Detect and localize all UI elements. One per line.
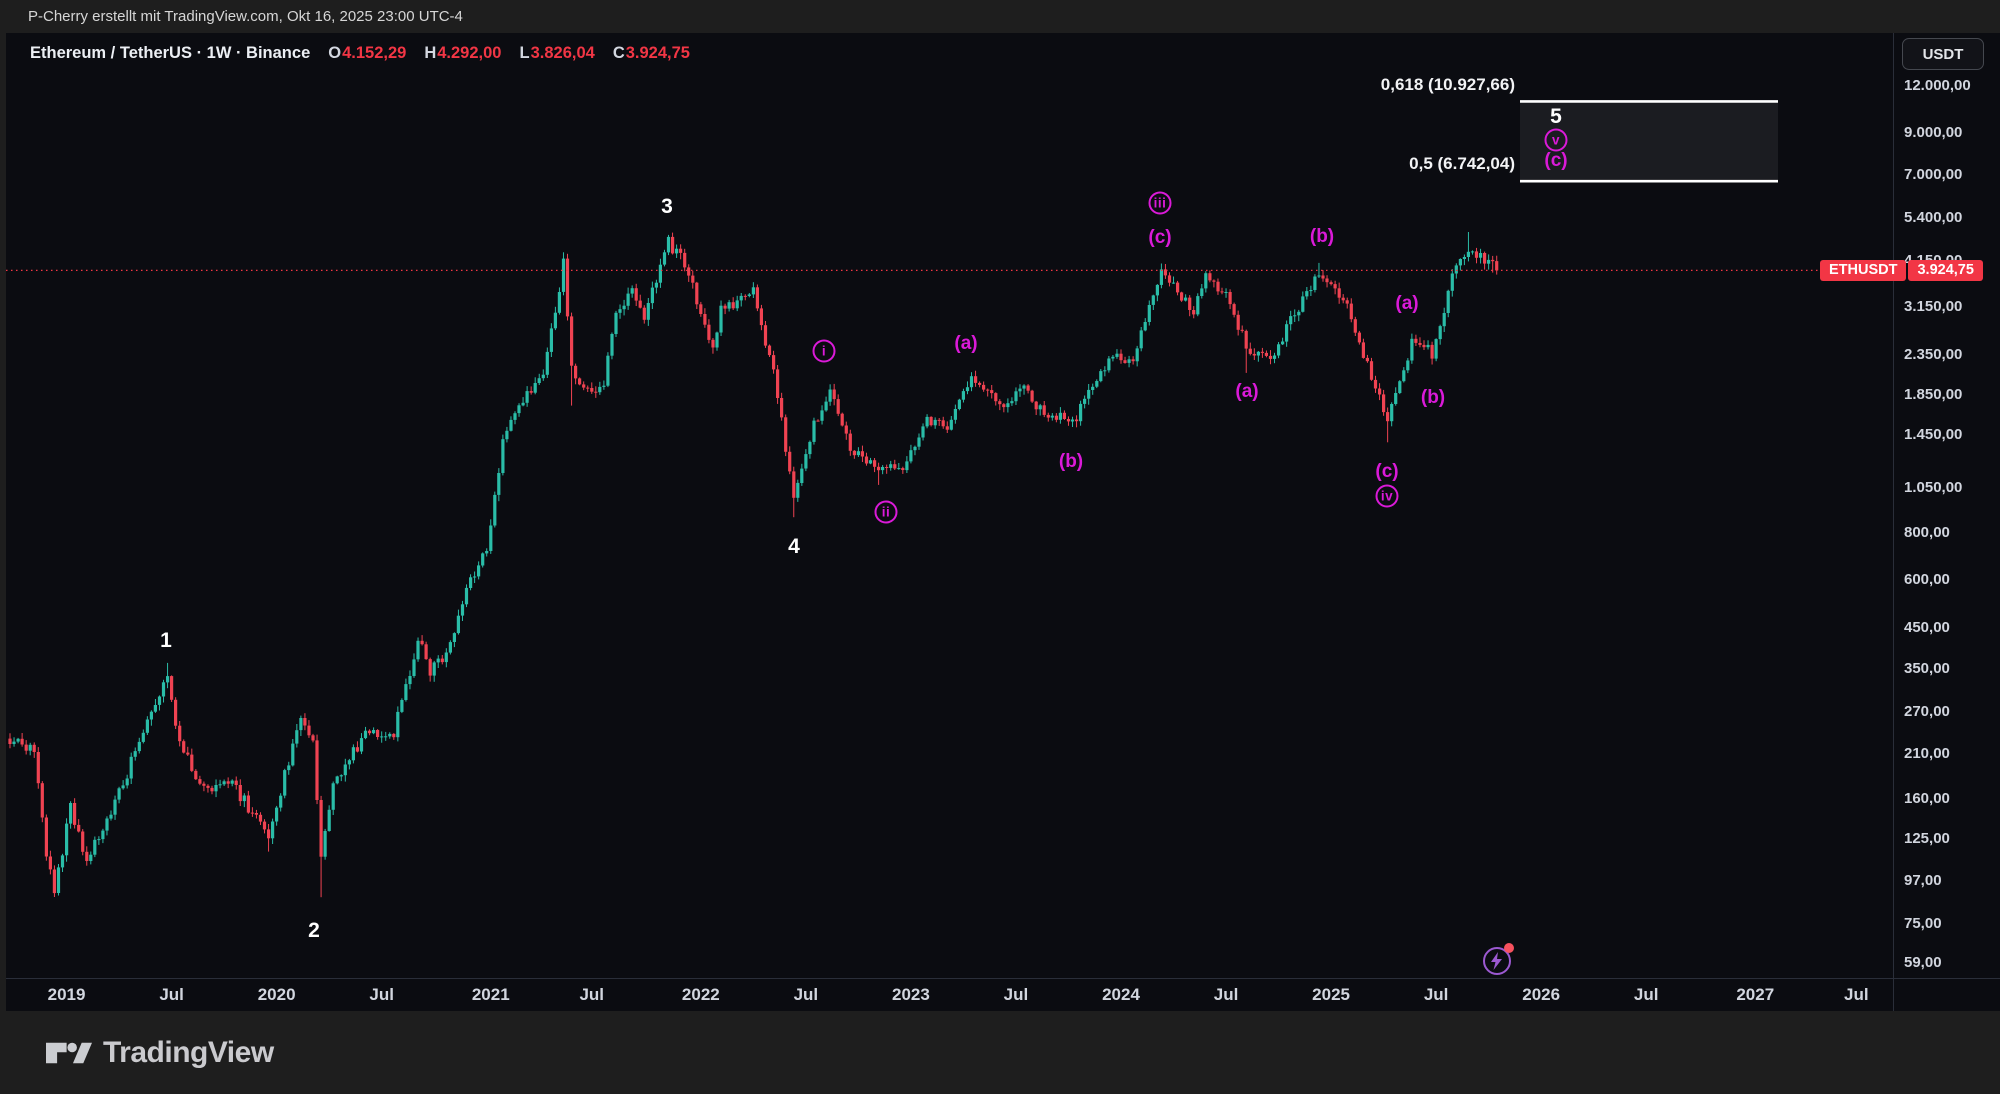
fib-level-0618-label[interactable]: 0,618 (10.927,66) [1380, 75, 1515, 95]
wave-label-2[interactable]: 2 [308, 919, 320, 942]
time-tick-label: Jul [793, 985, 819, 1004]
time-tick-label: 2023 [891, 985, 930, 1004]
last-price-badge[interactable]: ETHUSDT 3.924,75 [1820, 259, 1983, 281]
wave-label-c[interactable]: (c) [1375, 461, 1399, 482]
ohlc-open: O 4.152,29 [328, 44, 407, 62]
wave-label-b[interactable]: (b) [1058, 451, 1084, 472]
wave-label-c[interactable]: (c) [1544, 150, 1568, 171]
wave-label-a[interactable]: (a) [1395, 293, 1419, 314]
wave-label-a[interactable]: (a) [954, 333, 978, 354]
badge-symbol: ETHUSDT [1820, 259, 1907, 281]
symbol-ohlc-row[interactable]: Ethereum / TetherUS · 1W · Binance O 4.15… [30, 44, 690, 63]
time-tick-label: 2020 [257, 985, 296, 1004]
badge-price: 3.924,75 [1908, 259, 1983, 281]
wave-label-v[interactable]: v [1544, 128, 1568, 152]
price-tick-label: 210,00 [1904, 744, 1950, 762]
time-tick-label: 2021 [471, 985, 510, 1004]
chart-pane[interactable] [6, 33, 2000, 1011]
price-tick-label: 1.450,00 [1904, 425, 1963, 443]
time-tick-label: Jul [1843, 985, 1869, 1004]
price-tick-label: 97,00 [1904, 872, 1942, 890]
lightning-alert-icon[interactable] [1483, 943, 1514, 975]
price-tick-label: 75,00 [1904, 914, 1942, 932]
alert-dot [1504, 943, 1514, 953]
ohlc-low: L 3.826,04 [519, 44, 595, 62]
price-tick-label: 1.850,00 [1904, 385, 1963, 403]
time-tick-label: 2022 [681, 985, 720, 1004]
price-tick-label: 2.350,00 [1904, 346, 1963, 364]
price-tick-label: 160,00 [1904, 789, 1950, 807]
wave-label-4[interactable]: 4 [788, 535, 800, 558]
time-tick-label: Jul [1003, 985, 1029, 1004]
currency-toggle-button[interactable]: USDT [1902, 38, 1984, 70]
wave-label-iii[interactable]: iii [1148, 191, 1172, 215]
price-tick-label: 350,00 [1904, 660, 1950, 678]
time-tick-label: Jul [1423, 985, 1449, 1004]
price-axis[interactable]: 12.000,009.000,007.000,005.400,004.150,0… [1893, 33, 2000, 1011]
candles[interactable] [8, 232, 1499, 898]
wave-label-3[interactable]: 3 [661, 195, 673, 218]
tradingview-logo-text[interactable]: TradingView [103, 1035, 274, 1069]
price-tick-label: 600,00 [1904, 571, 1950, 589]
time-tick-label: Jul [159, 985, 184, 1004]
time-tick-label: Jul [579, 985, 605, 1004]
footer-bar: TradingView [0, 1011, 2000, 1094]
price-tick-label: 270,00 [1904, 703, 1950, 721]
time-tick-label: 2027 [1736, 985, 1775, 1004]
price-tick-label: 1.050,00 [1904, 479, 1963, 497]
lightning-bolt-icon [1491, 952, 1502, 970]
wave-label-5[interactable]: 5 [1550, 105, 1562, 128]
time-axis[interactable]: 2019 Jul 2020 Jul 2021 Jul 2022 Jul 2023 Jul 2024 J… [6, 978, 2000, 1012]
time-tick-label: 2026 [1522, 985, 1561, 1004]
wave-label-b[interactable]: (b) [1420, 387, 1446, 408]
time-tick-label: 2019 [47, 985, 86, 1004]
ohlc-close: C 3.924,75 [612, 44, 690, 62]
ohlc-high: H 4.292,00 [424, 44, 502, 62]
fib-level-05-label[interactable]: 0,5 (6.742,04) [1409, 154, 1515, 174]
attribution-bar: P-Cherry erstellt mit TradingView.com, O… [0, 0, 2000, 33]
price-tick-label: 12.000,00 [1904, 77, 1971, 94]
wave-label-iv[interactable]: iv [1375, 484, 1399, 508]
price-tick-label: 7.000,00 [1904, 165, 1963, 183]
price-tick-label: 450,00 [1904, 618, 1950, 636]
price-tick-label: 800,00 [1904, 523, 1950, 541]
price-tick-label: 125,00 [1904, 830, 1950, 848]
wave-label-a[interactable]: (a) [1235, 381, 1259, 402]
wave-label-1[interactable]: 1 [160, 629, 172, 652]
price-tick-label: 9.000,00 [1904, 124, 1963, 142]
time-tick-label: Jul [1213, 985, 1239, 1004]
price-tick-label: 5.400,00 [1904, 208, 1963, 226]
symbol-title[interactable]: Ethereum / TetherUS · 1W · Binance [30, 44, 311, 62]
time-tick-label: 2024 [1102, 985, 1140, 1004]
wave-label-c[interactable]: (c) [1148, 227, 1172, 248]
lightning-ring [1483, 947, 1511, 975]
tradingview-logo-icon[interactable] [46, 1037, 92, 1069]
price-tick-label: 3.150,00 [1904, 297, 1963, 315]
wave-label-ii[interactable]: ii [874, 500, 898, 524]
wave-label-b[interactable]: (b) [1309, 226, 1335, 247]
wave-label-i[interactable]: i [812, 339, 836, 363]
price-tick-label: 59,00 [1904, 954, 1942, 972]
time-tick-label: 2025 [1312, 985, 1350, 1004]
time-tick-label: Jul [1633, 985, 1659, 1004]
time-tick-label: Jul [369, 985, 394, 1004]
attribution-text: P-Cherry erstellt mit TradingView.com, O… [28, 8, 463, 25]
